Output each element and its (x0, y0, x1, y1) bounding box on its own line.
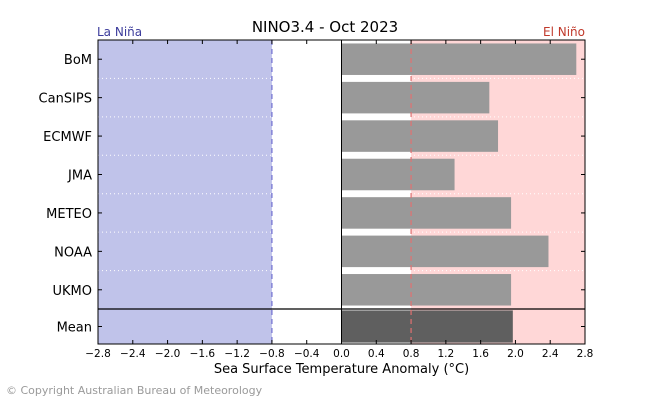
y-tick-label: NOAA (54, 245, 92, 260)
x-tick-label: 0.0 (333, 348, 350, 360)
la-nina-label: La Niña (97, 25, 143, 39)
x-tick-label: −1.6 (190, 348, 216, 360)
model-bar-ecmwf (341, 120, 499, 152)
x-tick-label: −2.4 (120, 348, 146, 360)
y-tick-label: METEO (46, 207, 92, 222)
y-tick-label: BoM (64, 53, 92, 68)
x-tick-label: −2.0 (155, 348, 181, 360)
model-bar-jma (341, 158, 455, 191)
model-bar-cansips (341, 81, 490, 114)
chart-title: NINO3.4 - Oct 2023 (251, 18, 399, 36)
x-tick-label: 0.4 (368, 348, 385, 360)
x-tick-label: −0.4 (294, 348, 320, 360)
x-tick-label: −0.8 (259, 348, 285, 360)
model-bar-bom (341, 43, 577, 75)
x-tick-label: 1.6 (472, 348, 489, 360)
y-tick-label: Mean (57, 321, 92, 336)
x-axis-label: Sea Surface Temperature Anomaly (°C) (213, 362, 470, 377)
x-tick-label: 1.2 (438, 348, 455, 360)
x-tick-label: 2.8 (577, 348, 594, 360)
y-tick-label: ECMWF (43, 130, 92, 145)
copyright-notice: © Copyright Australian Bureau of Meteoro… (6, 384, 263, 397)
y-tick-label: UKMO (53, 284, 93, 299)
x-tick-label: −2.8 (85, 348, 111, 360)
x-tick-label: 0.8 (403, 348, 420, 360)
x-tick-label: −1.2 (224, 348, 250, 360)
x-tick-label: 2.4 (542, 348, 559, 360)
y-tick-label: JMA (67, 169, 92, 184)
el-nino-label: El Niño (543, 25, 585, 39)
y-tick-label: CanSIPS (39, 92, 92, 107)
model-bar-noaa (341, 235, 549, 268)
model-bar-meteo (341, 197, 512, 229)
mean-bar (341, 310, 513, 343)
model-bar-ukmo (341, 274, 512, 306)
x-tick-label: 2.0 (507, 348, 524, 360)
la-nina-region (98, 40, 272, 344)
